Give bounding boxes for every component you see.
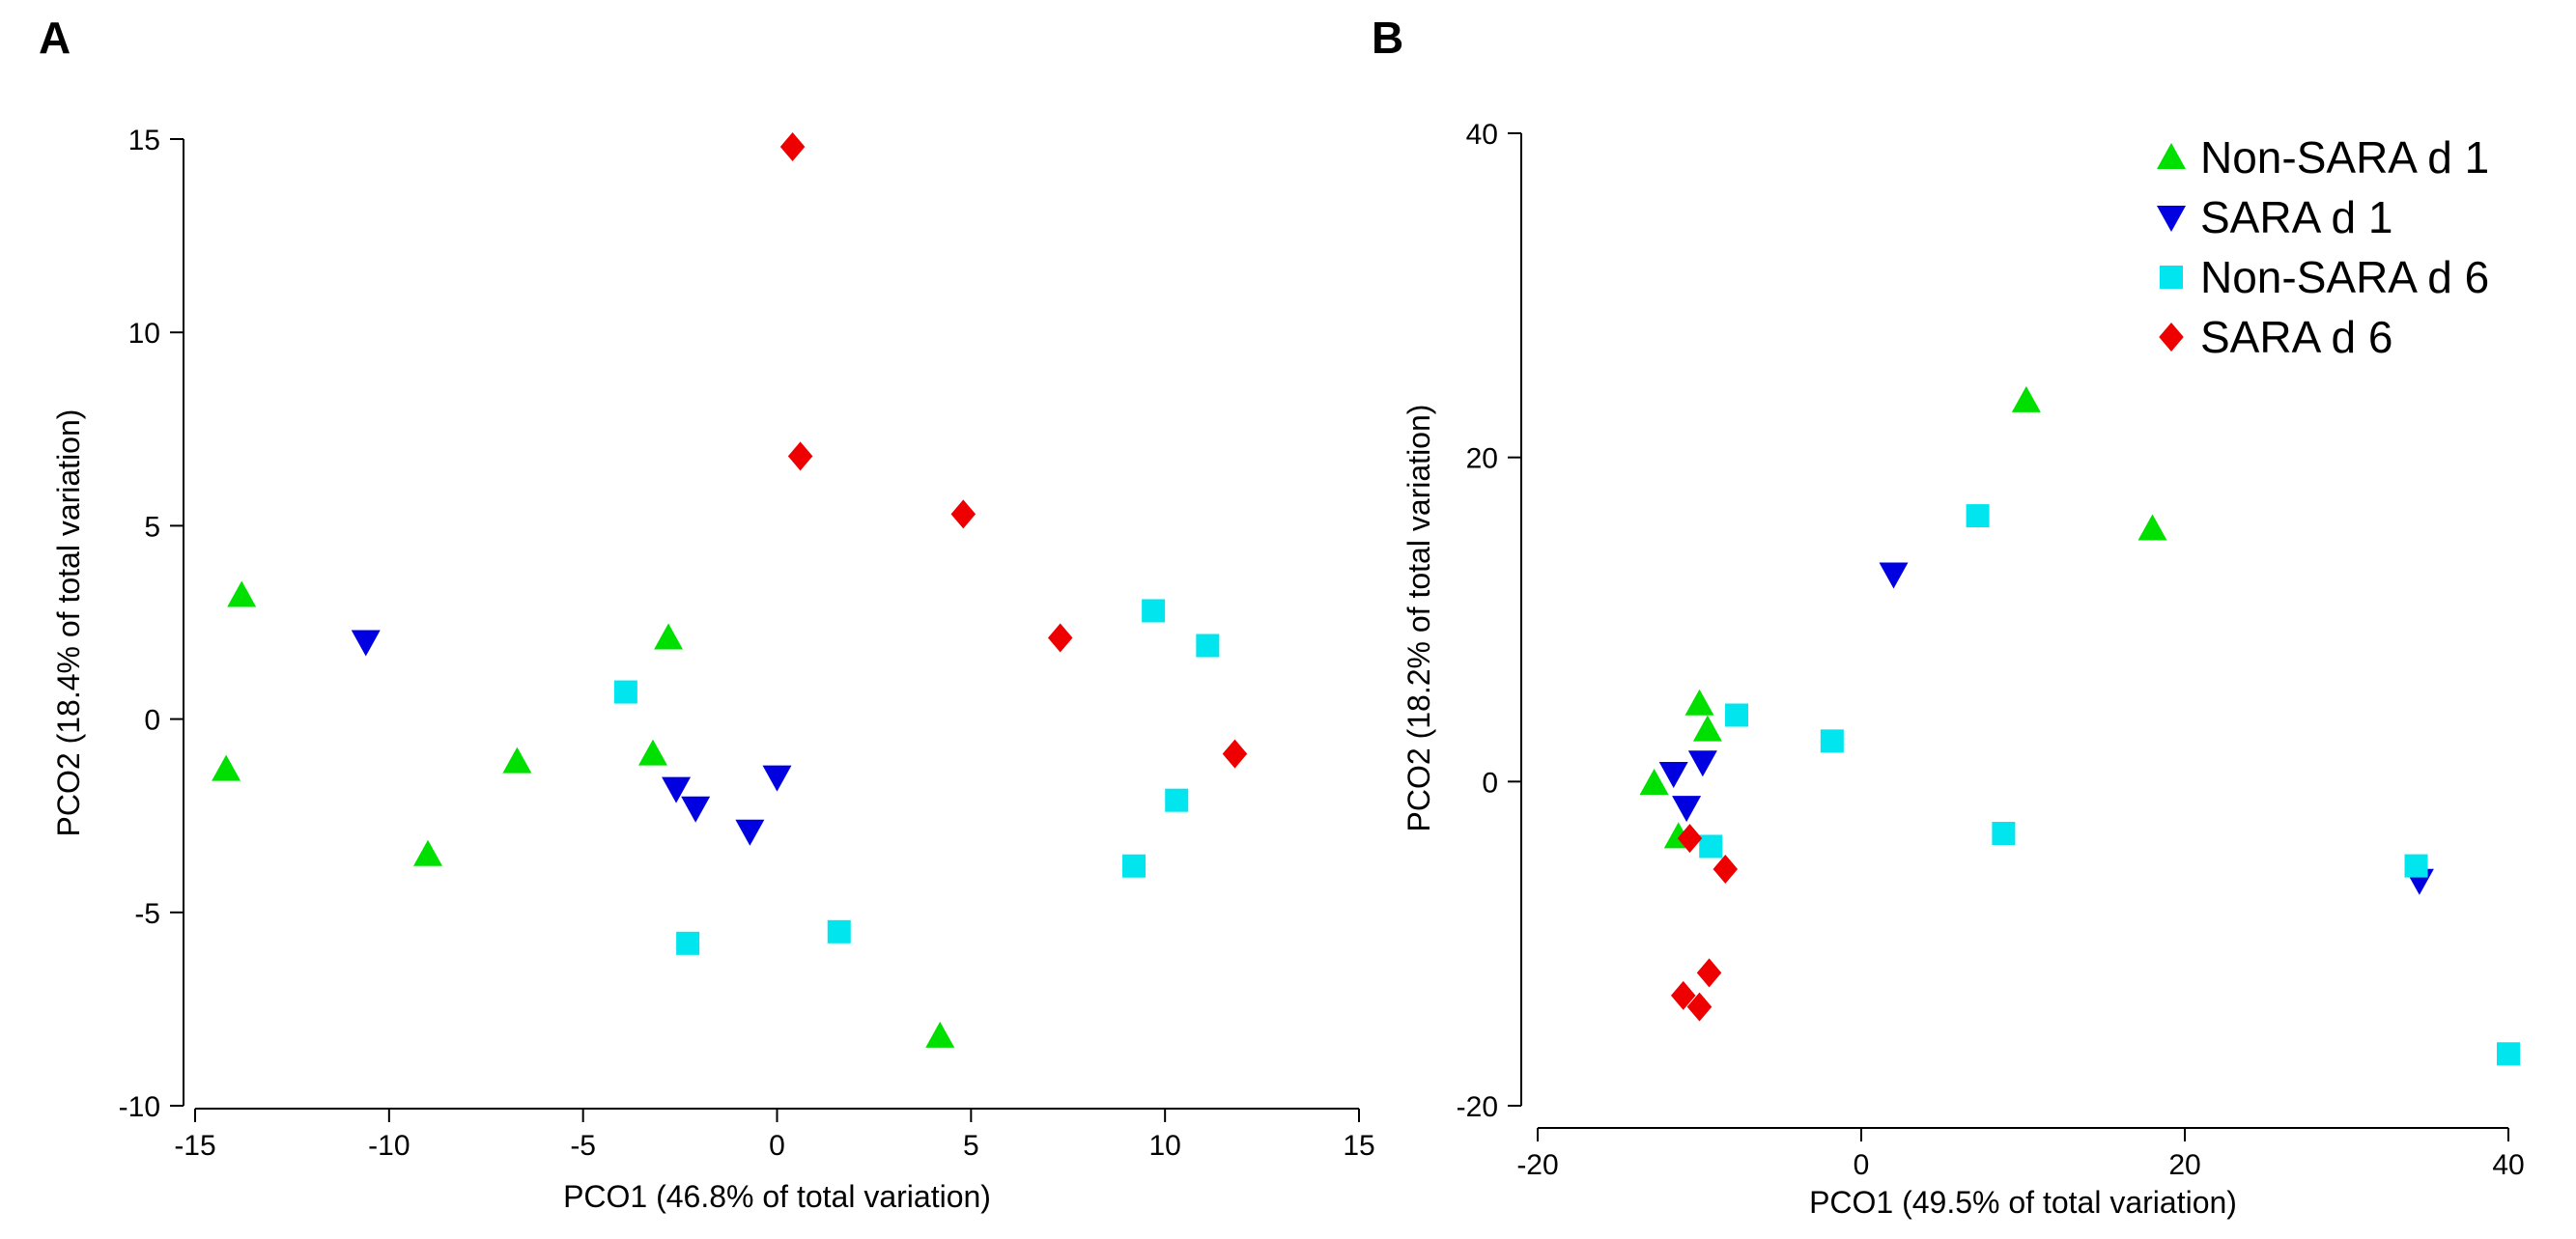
point-non-sara-d-6-a <box>1165 788 1189 812</box>
legend-marker-sara-d-6 <box>2159 323 2184 352</box>
x-tick-label-b: 20 <box>2168 1149 2200 1181</box>
point-non-sara-d-6-b <box>1725 703 1749 727</box>
point-sara-d-6-b <box>1696 958 1722 988</box>
x-axis-title-b: PCO1 (49.5% of total variation) <box>1809 1185 2237 1220</box>
point-non-sara-d-1-b <box>2011 385 2041 412</box>
point-non-sara-d-6-a <box>676 931 700 955</box>
y-tick-label-b: 20 <box>1466 443 1498 475</box>
x-tick-label-a: -15 <box>174 1130 215 1162</box>
point-non-sara-d-1-b <box>1692 715 1722 742</box>
point-sara-d-1-b <box>1672 796 1702 823</box>
legend-label-non-sara-d-1: Non-SARA d 1 <box>2200 132 2489 183</box>
x-tick-label-b: -20 <box>1516 1149 1558 1181</box>
legend-marker-non-sara-d-6 <box>2160 266 2183 289</box>
y-tick-label-b: 0 <box>1482 767 1498 799</box>
point-non-sara-d-1-a <box>502 746 532 774</box>
x-tick-label-a: -5 <box>570 1130 596 1162</box>
legend: Non-SARA d 1 SARA d 1 Non-SARA d 6 SARA d 6 <box>2157 132 2489 362</box>
point-non-sara-d-6-b <box>2497 1042 2520 1066</box>
y-tick-label-a: 5 <box>144 511 160 543</box>
y-tick-label-a: -10 <box>119 1091 160 1123</box>
point-sara-d-6-b <box>1713 854 1739 884</box>
point-sara-d-1-a <box>762 765 792 792</box>
point-non-sara-d-6-b <box>1699 834 1723 859</box>
plot-panel-b: -20 0 20 40 -20 0 20 40 PCO1 (49.5% of total var… <box>1401 119 2525 1220</box>
y-tick-label-a: 15 <box>128 125 160 156</box>
point-non-sara-d-6-a <box>827 919 851 943</box>
point-non-sara-d-1-a <box>925 1021 955 1048</box>
point-sara-d-6-a <box>1222 739 1248 769</box>
x-tick-label-b: 40 <box>2492 1149 2524 1181</box>
point-non-sara-d-6-a <box>1142 599 1166 623</box>
point-sara-d-1-a <box>351 630 381 657</box>
legend-marker-non-sara-d-1 <box>2157 143 2186 169</box>
point-sara-d-6-a <box>779 132 806 162</box>
point-sara-d-6-b <box>1686 992 1713 1022</box>
y-axis-title-a: PCO2 (18.4% of total variation) <box>51 409 86 837</box>
legend-label-non-sara-d-6: Non-SARA d 6 <box>2200 252 2489 302</box>
x-tick-label-a: -10 <box>368 1130 410 1162</box>
y-tick-label-a: 10 <box>128 318 160 350</box>
point-sara-d-6-b <box>1671 980 1696 1010</box>
point-sara-d-1-b <box>1658 761 1688 788</box>
point-non-sara-d-1-b <box>2137 514 2167 541</box>
legend-label-sara-d-6: SARA d 6 <box>2200 312 2392 362</box>
panel-label-a: A <box>39 13 71 63</box>
plot-panel-a: -15 -10 -5 0 5 10 15 -10 -5 0 5 10 15 PCO1 (46.8% of … <box>51 125 1375 1214</box>
point-sara-d-6-a <box>950 499 977 529</box>
point-non-sara-d-1-a <box>637 739 667 766</box>
point-non-sara-d-6-b <box>2404 854 2428 878</box>
point-non-sara-d-1-b <box>1684 689 1714 716</box>
legend-marker-sara-d-1 <box>2157 206 2186 232</box>
legend-label-sara-d-1: SARA d 1 <box>2200 192 2392 242</box>
point-non-sara-d-6-a <box>613 680 637 704</box>
point-sara-d-1-b <box>1687 750 1717 777</box>
point-sara-d-6-a <box>787 441 813 471</box>
point-sara-d-1-a <box>735 819 765 846</box>
point-sara-d-1-b <box>1879 562 1909 589</box>
y-tick-label-a: -5 <box>134 898 160 930</box>
x-axis-title-a: PCO1 (46.8% of total variation) <box>563 1179 991 1214</box>
point-non-sara-d-6-a <box>1196 634 1220 658</box>
x-tick-label-a: 0 <box>769 1130 785 1162</box>
point-non-sara-d-1-b <box>1639 769 1669 796</box>
panel-label-b: B <box>1372 13 1403 63</box>
point-sara-d-1-a <box>681 796 711 823</box>
x-tick-label-a: 15 <box>1343 1130 1374 1162</box>
point-non-sara-d-6-b <box>1992 822 2016 846</box>
y-tick-label-b: 40 <box>1466 119 1498 151</box>
point-sara-d-6-b <box>1677 824 1703 854</box>
point-non-sara-d-6-b <box>1966 504 1990 528</box>
point-sara-d-1-a <box>662 776 692 803</box>
y-tick-label-b: -20 <box>1457 1091 1498 1123</box>
y-axis-title-b: PCO2 (18.2% of total variation) <box>1401 405 1436 832</box>
x-tick-label-b: 0 <box>1854 1149 1870 1181</box>
point-non-sara-d-6-b <box>1820 729 1844 753</box>
y-tick-label-a: 0 <box>144 705 160 737</box>
point-non-sara-d-1-a <box>654 623 684 650</box>
point-non-sara-d-6-a <box>1122 854 1146 878</box>
point-non-sara-d-1-a <box>413 839 442 866</box>
point-non-sara-d-1-a <box>212 754 241 781</box>
x-tick-label-a: 10 <box>1148 1130 1180 1162</box>
point-sara-d-6-a <box>1047 623 1073 653</box>
x-tick-label-a: 5 <box>963 1130 979 1162</box>
point-non-sara-d-1-a <box>227 580 257 607</box>
